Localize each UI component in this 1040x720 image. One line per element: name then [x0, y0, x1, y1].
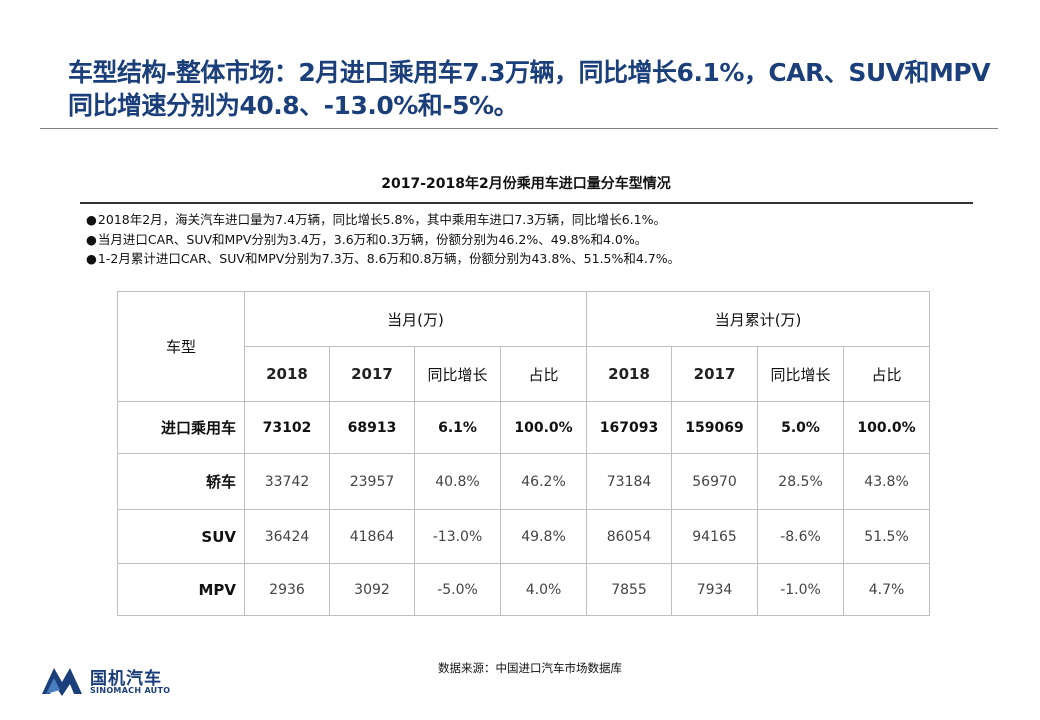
- column-header: 2017: [329, 346, 415, 402]
- table-cell: -5.0%: [414, 563, 501, 616]
- table-cell: 7934: [671, 563, 759, 616]
- table-cell: 23957: [329, 453, 415, 510]
- table-cell: 40.8%: [414, 453, 501, 510]
- row-label: MPV: [117, 563, 245, 616]
- table-row: MPV 2936 3092 -5.0% 4.0% 7855 7934 -1.0%…: [117, 563, 931, 616]
- table-cell: 36424: [244, 509, 330, 564]
- page-title: 车型结构-整体市场：2月进口乘用车7.3万辆，同比增长6.1%，CAR、SUV和…: [68, 58, 991, 120]
- table-cell: 43.8%: [843, 453, 931, 510]
- table-cell: 167093: [586, 401, 673, 454]
- company-logo: 国机汽车 SINOMACH AUTO: [40, 662, 220, 702]
- table-title: 2017-2018年2月份乘用车进口量分车型情况: [381, 176, 671, 192]
- column-header: 2018: [244, 346, 330, 402]
- logo-english-name: SINOMACH AUTO: [90, 686, 171, 695]
- table-row: 进口乘用车 73102 68913 6.1% 100.0% 167093 159…: [117, 401, 931, 454]
- table-row: SUV 36424 41864 -13.0% 49.8% 86054 94165…: [117, 509, 931, 564]
- table-cell: 94165: [671, 509, 759, 564]
- table-cell: 100.0%: [499, 401, 588, 454]
- table-cell: 33742: [244, 453, 330, 510]
- row-label: 进口乘用车: [117, 401, 245, 454]
- note-item: 当月进口CAR、SUV和MPV分别为3.4万，3.6万和0.3万辆，份额分别为4…: [86, 230, 986, 250]
- table-cell: 4.0%: [499, 563, 588, 616]
- data-source-note: 数据来源：中国进口汽车市场数据库: [438, 661, 622, 675]
- logo-chinese-name: 国机汽车: [90, 669, 162, 689]
- table-cell: 41864: [329, 509, 415, 564]
- column-header: 同比增长: [414, 346, 501, 402]
- table-cell: 86054: [586, 509, 673, 564]
- sinomach-logo-icon: [42, 668, 82, 696]
- column-header: 占比: [843, 346, 931, 402]
- table-cell: -13.0%: [414, 509, 501, 564]
- column-header: 2017: [671, 346, 759, 402]
- table-cell: 28.5%: [757, 453, 845, 510]
- row-label: SUV: [117, 509, 245, 564]
- title-divider: [40, 128, 998, 129]
- notes-list: 2018年2月，海关汽车进口量为7.4万辆，同比增长5.8%，其中乘用车进口7.…: [86, 210, 986, 269]
- vehicle-import-table: 车型 当月(万) 当月累计(万) 2018 2017 同比增长 占比 2018 …: [117, 291, 931, 616]
- table-cell: 7855: [586, 563, 673, 616]
- table-row: 轿车 33742 23957 40.8% 46.2% 73184 56970 2…: [117, 453, 931, 510]
- table-cell: 5.0%: [757, 401, 845, 454]
- group-header-cumulative: 当月累计(万): [586, 291, 931, 347]
- table-cell: 51.5%: [843, 509, 931, 564]
- table-cell: 2936: [244, 563, 330, 616]
- table-cell: 73102: [244, 401, 330, 454]
- table-cell: 73184: [586, 453, 673, 510]
- column-header: 2018: [586, 346, 673, 402]
- column-header: 同比增长: [757, 346, 845, 402]
- note-item: 2018年2月，海关汽车进口量为7.4万辆，同比增长5.8%，其中乘用车进口7.…: [86, 210, 986, 230]
- table-cell: 49.8%: [499, 509, 588, 564]
- table-cell: 4.7%: [843, 563, 931, 616]
- group-header-month: 当月(万): [243, 291, 588, 347]
- table-cell: 3092: [329, 563, 415, 616]
- corner-header: 车型: [117, 291, 245, 402]
- table-cell: 56970: [671, 453, 759, 510]
- table-cell: -1.0%: [757, 563, 845, 616]
- table-cell: 68913: [329, 401, 415, 454]
- table-cell: -8.6%: [757, 509, 845, 564]
- table-cell: 159069: [671, 401, 759, 454]
- note-item: 1-2月累计进口CAR、SUV和MPV分别为7.3万、8.6万和0.8万辆，份额…: [86, 249, 986, 269]
- table-cell: 6.1%: [414, 401, 501, 454]
- table-cell: 100.0%: [843, 401, 931, 454]
- table-cell: 46.2%: [499, 453, 588, 510]
- table-title-divider: [80, 202, 973, 204]
- row-label: 轿车: [117, 453, 245, 510]
- column-header: 占比: [499, 346, 588, 402]
